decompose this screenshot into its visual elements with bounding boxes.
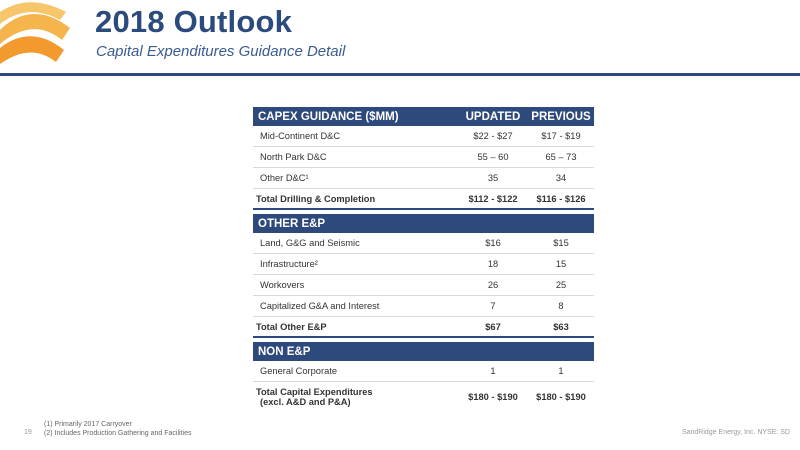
table-row: Workovers 26 25 xyxy=(253,275,594,296)
total-previous: $116 - $126 xyxy=(536,193,586,204)
table-row: Mid-Continent D&C $22 - $27 $17 - $19 xyxy=(253,126,594,147)
grand-total-label-line2: (excl. A&D and P&A) xyxy=(260,397,351,407)
table-row: Other D&C¹ 35 34 xyxy=(253,168,594,189)
total-updated: $112 - $122 xyxy=(468,193,518,204)
table-row: General Corporate 1 1 xyxy=(253,361,594,382)
page-subtitle: Capital Expenditures Guidance Detail xyxy=(96,43,346,60)
row-previous: 8 xyxy=(558,301,564,311)
row-updated: 1 xyxy=(490,366,496,376)
total-label: Total Other E&P xyxy=(256,321,327,332)
header-divider xyxy=(0,73,800,76)
section-header: OTHER E&P xyxy=(253,214,594,233)
row-label: Mid-Continent D&C xyxy=(260,131,341,141)
column-header-previous: PREVIOUS xyxy=(531,110,591,123)
row-updated: 7 xyxy=(490,301,496,311)
footnote-2: (2) Includes Production Gathering and Fa… xyxy=(44,430,192,437)
column-header-updated: UPDATED xyxy=(465,110,521,123)
row-updated: $16 xyxy=(485,238,501,248)
grand-total-label-line1: Total Capital Expenditures xyxy=(256,387,373,397)
row-label: Other D&C¹ xyxy=(260,173,309,183)
total-previous: $63 xyxy=(553,321,569,332)
footnote-1: (1) Primarily 2017 Carryover xyxy=(44,421,132,428)
grand-total-row: Total Capital Expenditures (excl. A&D an… xyxy=(253,382,594,412)
grand-total-label: Total Capital Expenditures (excl. A&D an… xyxy=(253,387,373,407)
page-number: 19 xyxy=(24,429,32,436)
row-previous: 25 xyxy=(555,280,567,290)
section-header: NON E&P xyxy=(253,342,594,361)
row-updated: 18 xyxy=(487,259,499,269)
capex-table: CAPEX GUIDANCE ($MM) UPDATED PREVIOUS Mi… xyxy=(253,107,594,412)
row-updated: 35 xyxy=(487,173,499,183)
table-row: North Park D&C 55 – 60 65 – 73 xyxy=(253,147,594,168)
row-previous: $15 xyxy=(553,238,569,248)
row-previous: 15 xyxy=(555,259,567,269)
row-label: Capitalized G&A and Interest xyxy=(260,301,380,311)
row-previous: $17 - $19 xyxy=(541,131,581,141)
row-previous: 1 xyxy=(558,366,564,376)
total-row: Total Drilling & Completion $112 - $122 … xyxy=(253,189,594,210)
page-title: 2018 Outlook xyxy=(95,4,293,39)
table-row: Land, G&G and Seismic $16 $15 xyxy=(253,233,594,254)
row-updated: $22 - $27 xyxy=(473,131,513,141)
total-updated: $67 xyxy=(485,321,501,332)
row-previous: 34 xyxy=(555,173,567,183)
table-row: Capitalized G&A and Interest 7 8 xyxy=(253,296,594,317)
row-updated: 26 xyxy=(487,280,499,290)
section-heading: OTHER E&P xyxy=(258,217,326,230)
section-header: CAPEX GUIDANCE ($MM) UPDATED PREVIOUS xyxy=(253,107,594,126)
total-row: Total Other E&P $67 $63 xyxy=(253,317,594,338)
company-footer: SandRidge Energy, Inc. NYSE: SD xyxy=(681,429,790,436)
table-row: Infrastructure² 18 15 xyxy=(253,254,594,275)
row-updated: 55 – 60 xyxy=(477,152,509,162)
section-heading: CAPEX GUIDANCE ($MM) xyxy=(258,110,399,123)
row-label: Workovers xyxy=(260,280,305,290)
row-previous: 65 – 73 xyxy=(545,152,577,162)
row-label: Land, G&G and Seismic xyxy=(260,238,360,248)
row-label: North Park D&C xyxy=(260,152,327,162)
grand-total-updated: $180 - $190 xyxy=(468,392,518,402)
total-label: Total Drilling & Completion xyxy=(256,193,376,204)
company-logo-icon xyxy=(0,2,70,64)
section-heading: NON E&P xyxy=(258,345,311,358)
row-label: Infrastructure² xyxy=(260,259,318,269)
footnotes: (1) Primarily 2017 Carryover (2) Include… xyxy=(44,420,191,438)
row-label: General Corporate xyxy=(260,366,337,376)
grand-total-previous: $180 - $190 xyxy=(536,392,586,402)
